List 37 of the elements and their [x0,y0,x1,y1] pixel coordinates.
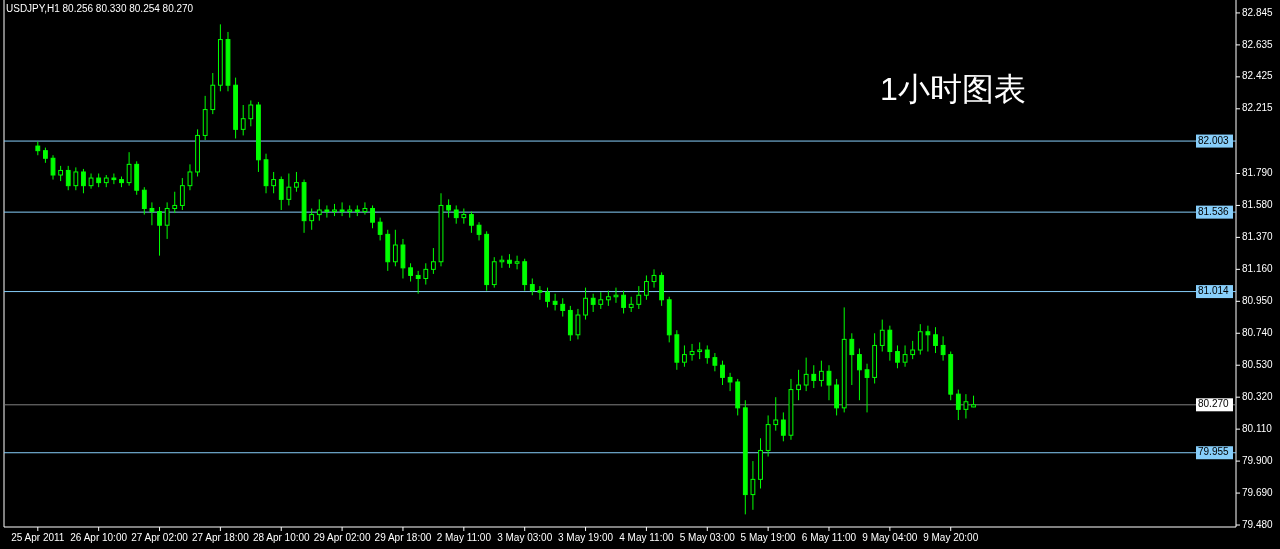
y-tick-label: 82.425 [1242,70,1274,82]
y-tick-label: 80.320 [1242,390,1274,402]
x-tick-label: 26 Apr 10:00 [70,532,128,543]
x-tick-label: 9 May 04:00 [862,532,918,543]
y-tick-label: 79.480 [1242,518,1274,530]
y-tick-label: 80.530 [1242,358,1274,370]
x-tick-label: 5 May 03:00 [679,532,736,543]
y-tick-label: 81.790 [1242,167,1274,179]
text: 1小时图表 [880,71,1026,107]
y-tick-label: 81.160 [1242,263,1274,274]
x-tick-label: 2 May 11:00 [436,532,492,543]
y-tick-label: 81.370 [1242,231,1274,243]
y-tick-label: 80.110 [1242,422,1273,434]
y-tick-label: 80.950 [1242,294,1274,306]
x-tick-label: 25 Apr 2011 [11,532,65,543]
x-tick-label: 3 May 19:00 [558,532,614,543]
y-tick-label: 80.740 [1242,326,1274,338]
annotation: USDJPY,H1 80.256 80.330 80.254 80.270 [6,3,194,14]
y-tick-label: 81.580 [1242,199,1274,211]
x-tick-label: 27 Apr 02:00 [131,532,189,543]
x-tick-label: 4 May 11:00 [619,532,674,543]
x-tick-label: 27 Apr 18:00 [192,532,250,543]
x-tick-label: 5 May 19:00 [740,532,797,543]
ref-label: 79.955 [1196,446,1233,460]
x-tick-label: 6 May 11:00 [801,532,857,543]
y-tick-label: 82.635 [1242,38,1274,50]
y-tick-label: 79.900 [1242,454,1274,466]
ref-label: 80.270 [1196,398,1233,412]
y-tick-label: 82.215 [1242,102,1274,114]
y-tick-label: 79.690 [1242,486,1274,498]
x-tick-label: 3 May 03:00 [497,532,553,543]
x-tick-label: 29 Apr 18:00 [374,532,432,543]
x-tick-label: 28 Apr 10:00 [252,532,311,543]
x-tick-label: 9 May 20:00 [923,532,979,543]
x-tick-label: 29 Apr 02:00 [313,532,371,543]
ref-label: 81.014 [1196,285,1233,299]
y-tick-label: 82.845 [1242,6,1274,18]
